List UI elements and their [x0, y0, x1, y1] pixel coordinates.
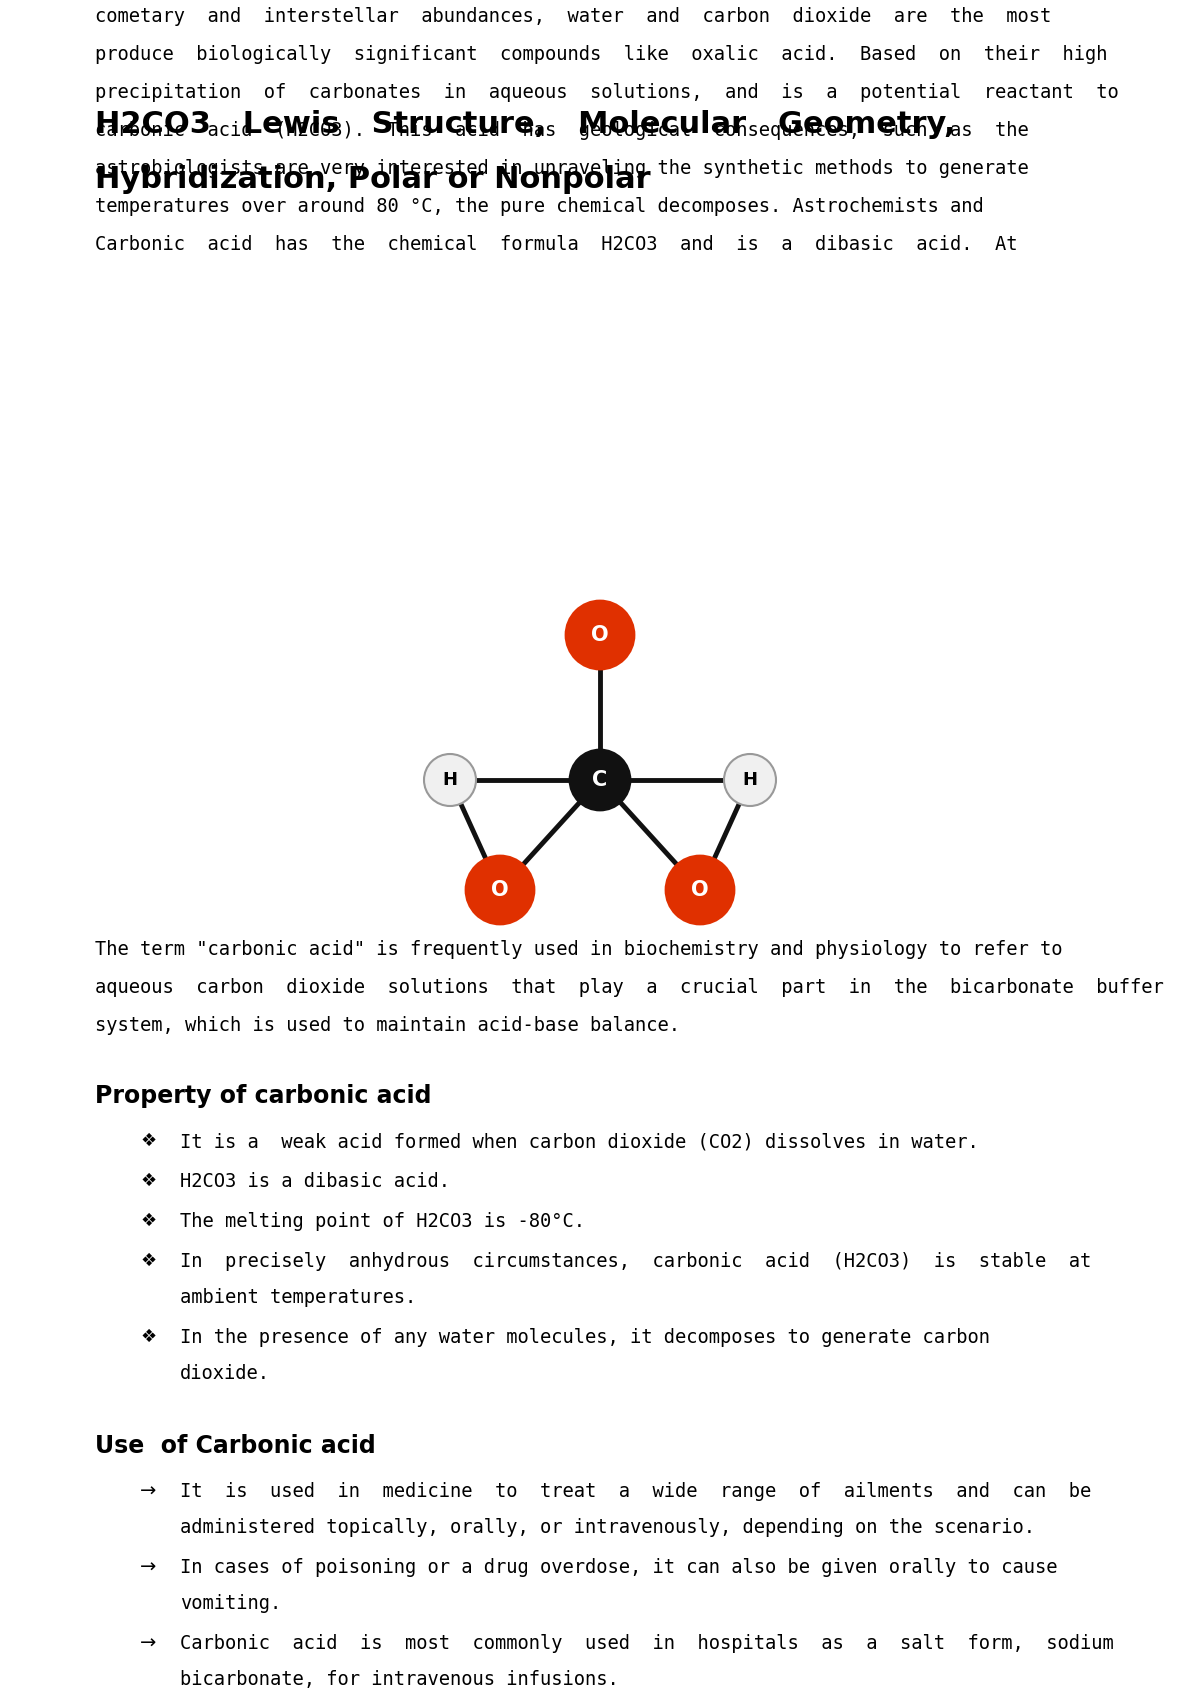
Text: astrobiologists are very interested in unraveling the synthetic methods to gener: astrobiologists are very interested in u…: [95, 160, 1028, 178]
Text: →: →: [140, 1559, 156, 1577]
Text: ❖: ❖: [140, 1328, 156, 1347]
Text: H2CO3   Lewis   Structure,   Molecular   Geometry,: H2CO3 Lewis Structure, Molecular Geometr…: [95, 110, 955, 139]
Text: ambient temperatures.: ambient temperatures.: [180, 1289, 416, 1307]
Text: Hybridization, Polar or Nonpolar: Hybridization, Polar or Nonpolar: [95, 165, 650, 194]
Text: carbonic  acid  (H2CO3).  This  acid  has  geological  consequences,  such  as  : carbonic acid (H2CO3). This acid has geo…: [95, 121, 1028, 139]
Circle shape: [724, 754, 776, 807]
Text: administered topically, orally, or intravenously, depending on the scenario.: administered topically, orally, or intra…: [180, 1518, 1034, 1537]
Text: bicarbonate, for intravenous infusions.: bicarbonate, for intravenous infusions.: [180, 1671, 619, 1690]
Text: system, which is used to maintain acid-base balance.: system, which is used to maintain acid-b…: [95, 1015, 680, 1036]
Text: →: →: [140, 1633, 156, 1652]
Text: O: O: [691, 880, 709, 900]
Text: It  is  used  in  medicine  to  treat  a  wide  range  of  ailments  and  can  b: It is used in medicine to treat a wide r…: [180, 1482, 1091, 1501]
Text: H: H: [443, 771, 457, 790]
Text: In cases of poisoning or a drug overdose, it can also be given orally to cause: In cases of poisoning or a drug overdose…: [180, 1559, 1057, 1577]
Text: Use  of Carbonic acid: Use of Carbonic acid: [95, 1435, 376, 1459]
Text: Carbonic  acid  has  the  chemical  formula  H2CO3  and  is  a  dibasic  acid.  : Carbonic acid has the chemical formula H…: [95, 234, 1018, 255]
Text: H2CO3 is a dibasic acid.: H2CO3 is a dibasic acid.: [180, 1172, 450, 1190]
Text: ❖: ❖: [140, 1212, 156, 1229]
Circle shape: [566, 601, 634, 669]
Text: dioxide.: dioxide.: [180, 1363, 270, 1382]
Text: The melting point of H2CO3 is -80°C.: The melting point of H2CO3 is -80°C.: [180, 1212, 586, 1231]
Text: Carbonic  acid  is  most  commonly  used  in  hospitals  as  a  salt  form,  sod: Carbonic acid is most commonly used in h…: [180, 1633, 1114, 1652]
Text: The term "carbonic acid" is frequently used in biochemistry and physiology to re: The term "carbonic acid" is frequently u…: [95, 941, 1062, 959]
Circle shape: [666, 856, 734, 924]
Text: ❖: ❖: [140, 1172, 156, 1190]
Circle shape: [570, 751, 630, 810]
Text: In the presence of any water molecules, it decomposes to generate carbon: In the presence of any water molecules, …: [180, 1328, 990, 1347]
Text: Property of carbonic acid: Property of carbonic acid: [95, 1083, 432, 1109]
Text: C: C: [593, 769, 607, 790]
Text: temperatures over around 80 °C, the pure chemical decomposes. Astrochemists and: temperatures over around 80 °C, the pure…: [95, 197, 984, 216]
Circle shape: [466, 856, 534, 924]
Text: ❖: ❖: [140, 1251, 156, 1270]
Text: ❖: ❖: [140, 1133, 156, 1150]
Text: →: →: [140, 1482, 156, 1501]
Text: O: O: [592, 625, 608, 645]
Text: H: H: [743, 771, 757, 790]
Text: It is a  weak acid formed when carbon dioxide (CO2) dissolves in water.: It is a weak acid formed when carbon dio…: [180, 1133, 979, 1151]
Text: precipitation  of  carbonates  in  aqueous  solutions,  and  is  a  potential  r: precipitation of carbonates in aqueous s…: [95, 83, 1118, 102]
Text: In  precisely  anhydrous  circumstances,  carbonic  acid  (H2CO3)  is  stable  a: In precisely anhydrous circumstances, ca…: [180, 1251, 1091, 1272]
Text: aqueous  carbon  dioxide  solutions  that  play  a  crucial  part  in  the  bica: aqueous carbon dioxide solutions that pl…: [95, 978, 1164, 997]
Text: vomiting.: vomiting.: [180, 1594, 281, 1613]
Text: O: O: [491, 880, 509, 900]
Text: produce  biologically  significant  compounds  like  oxalic  acid.  Based  on  t: produce biologically significant compoun…: [95, 46, 1108, 65]
Circle shape: [424, 754, 476, 807]
Text: cometary  and  interstellar  abundances,  water  and  carbon  dioxide  are  the : cometary and interstellar abundances, wa…: [95, 7, 1051, 25]
